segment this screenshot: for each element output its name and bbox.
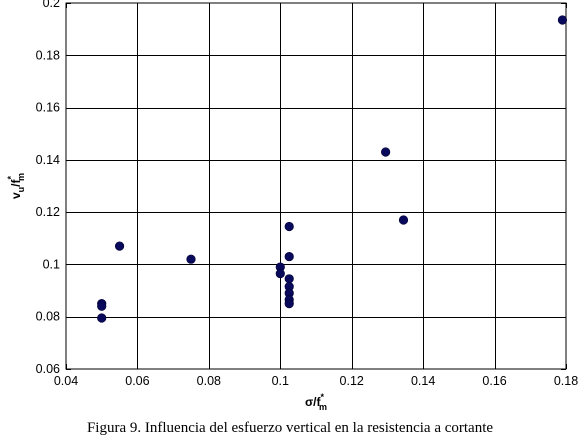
data-point (557, 15, 568, 25)
x-axis-label-sub: m (319, 402, 327, 412)
y-axis-label-sub2: m (16, 173, 26, 181)
grid (66, 3, 566, 369)
x-axis-label-base: σ/f (305, 395, 322, 409)
y-axis-label-base: v (9, 192, 23, 199)
x-tick-label: 0.12 (340, 374, 364, 388)
axis-ticks (66, 3, 567, 370)
x-tick-label: 0.04 (54, 374, 78, 388)
y-tick-label: 0.06 (36, 362, 60, 376)
data-point (284, 221, 294, 232)
x-tick-label: 0.18 (554, 374, 578, 388)
x-tick-labels: 0.04 0.06 0.08 0.1 0.12 0.14 0.16 0.18 (54, 374, 578, 388)
x-tick-label: 0.14 (411, 374, 435, 388)
y-axis-label-sup: * (6, 176, 16, 180)
plot-frame (65, 2, 567, 370)
y-axis-label-mid: /f (9, 179, 23, 187)
scatter-chart: 0.04 0.06 0.08 0.1 0.12 0.14 0.16 0.18 0.060.08… (6, 0, 578, 412)
y-tick-label: 0.16 (36, 101, 60, 115)
x-tick-label: 0.1 (272, 374, 289, 388)
x-tick-label: 0.08 (197, 374, 221, 388)
y-axis-label-sub1: u (16, 187, 26, 193)
data-point (284, 251, 294, 262)
figure-caption: Figura 9. Influencia del esfuerzo vertic… (86, 420, 494, 436)
data-point (284, 274, 294, 284)
data-point (381, 147, 391, 157)
data-point (275, 268, 285, 279)
y-axis-label: vu/f*m (6, 173, 26, 199)
data-points (97, 15, 568, 323)
y-tick-label: 0.14 (36, 153, 60, 167)
y-tick-label: 0.2 (43, 0, 60, 10)
y-tick-label: 0.08 (36, 310, 60, 324)
x-axis-label: σ/f* m (305, 392, 327, 412)
data-point (186, 254, 196, 264)
data-point (284, 299, 294, 309)
data-point (97, 313, 107, 323)
data-point (97, 301, 107, 311)
y-tick-label: 0.18 (36, 48, 60, 62)
x-axis-label-sup: * (321, 392, 325, 402)
x-tick-label: 0.06 (125, 374, 149, 388)
data-point (114, 241, 125, 251)
data-point (398, 215, 409, 225)
y-tick-labels: 0.06 0.08 0.1 0.12 0.14 0.16 0.18 0.2 (36, 0, 60, 376)
plot-area (66, 3, 566, 369)
y-tick-label: 0.1 (43, 257, 60, 271)
y-tick-label: 0.12 (36, 205, 60, 219)
x-tick-label: 0.16 (482, 374, 506, 388)
